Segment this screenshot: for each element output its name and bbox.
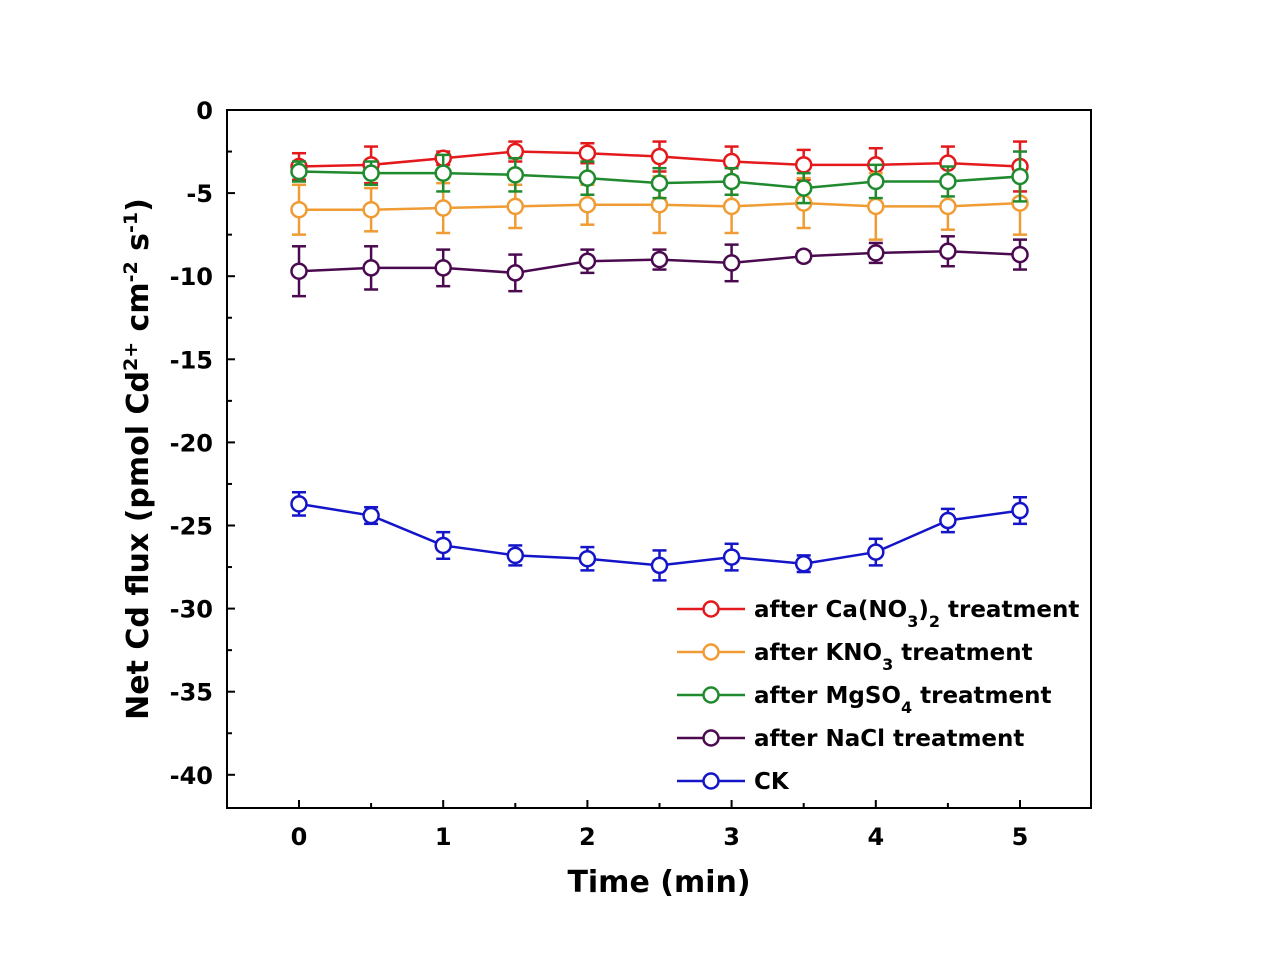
data-point (722, 548, 741, 566)
series-3 (290, 235, 1029, 298)
legend-label: CK (754, 769, 790, 795)
data-point (434, 199, 452, 217)
y-tick-label: -15 (170, 346, 213, 374)
data-point (794, 247, 813, 266)
data-point (867, 197, 885, 216)
x-axis: 0 1 2 3 4 5 (291, 800, 1029, 851)
series-4 (290, 491, 1029, 582)
y-axis-title: Net Cd flux (pmol Cd2+ cm-2 s-1) (120, 198, 156, 720)
legend-item: CK (677, 769, 790, 795)
data-point (578, 144, 597, 162)
data-point (578, 169, 597, 187)
data-point (290, 262, 308, 280)
data-point (1011, 245, 1029, 264)
legend-swatch-marker (702, 729, 720, 747)
data-point (722, 254, 741, 272)
legend-label: after Ca(NO3)2 treatment (754, 597, 1079, 631)
data-point (506, 546, 525, 565)
y-axis: 0 -5 -10 -15 -20 -25 -30 -35 -40 (170, 97, 235, 790)
data-point (362, 164, 380, 182)
data-point (578, 549, 597, 568)
data-point (794, 179, 813, 197)
y-tick-label: 0 (196, 97, 213, 125)
legend-label: after NaCl treatment (754, 726, 1024, 752)
series-2 (290, 150, 1029, 205)
data-point (506, 197, 525, 216)
data-point (362, 200, 380, 219)
data-point (650, 250, 669, 269)
data-point (939, 172, 957, 191)
y-tick-label: -10 (170, 263, 213, 291)
data-point (506, 264, 525, 282)
data-point (1011, 167, 1029, 186)
data-point (867, 244, 885, 262)
data-point (290, 162, 308, 181)
legend-item: after MgSO4 treatment (677, 683, 1052, 717)
x-tick-label: 5 (1012, 823, 1029, 851)
data-point (650, 174, 669, 192)
x-axis-title: Time (min) (567, 865, 750, 900)
y-tick-label: -35 (170, 679, 213, 707)
data-point (1011, 501, 1029, 520)
x-tick-label: 3 (723, 823, 740, 851)
data-point (867, 172, 885, 191)
data-point (939, 242, 957, 261)
legend-item: after Ca(NO3)2 treatment (677, 597, 1079, 631)
legend-swatch-marker (702, 686, 720, 704)
legend-label: after MgSO4 treatment (754, 683, 1052, 717)
y-tick-label: -5 (186, 180, 213, 208)
data-point (722, 172, 741, 191)
data-point (434, 536, 452, 555)
data-point (867, 543, 885, 561)
legend-swatch-marker (702, 643, 720, 661)
data-point (578, 252, 597, 270)
data-point (362, 259, 380, 277)
y-tick-label: -30 (170, 596, 213, 624)
data-point (434, 164, 452, 182)
x-tick-label: 0 (291, 823, 308, 851)
y-tick-label: -20 (170, 429, 213, 457)
data-point (939, 511, 957, 530)
data-point (939, 197, 957, 216)
legend-label: after KNO3 treatment (754, 640, 1033, 674)
legend: after Ca(NO3)2 treatment after KNO3 treat… (677, 597, 1079, 795)
data-point (650, 195, 669, 214)
data-point (290, 495, 308, 513)
x-tick-label: 1 (435, 823, 452, 851)
data-point (506, 142, 525, 161)
y-tick-label: -40 (170, 762, 213, 790)
data-point (794, 554, 813, 573)
data-point (434, 259, 452, 277)
data-point (794, 156, 813, 174)
y-tick-label: -25 (170, 513, 213, 541)
data-point (362, 506, 380, 525)
legend-item: after NaCl treatment (677, 726, 1024, 752)
data-point (578, 195, 597, 214)
x-tick-label: 4 (867, 823, 884, 851)
data-point (650, 147, 669, 166)
data-point (506, 166, 525, 184)
x-tick-label: 2 (579, 823, 596, 851)
data-point (722, 197, 741, 216)
legend-item: after KNO3 treatment (677, 640, 1033, 674)
data-point (722, 152, 741, 171)
data-point (290, 200, 308, 219)
data-point (650, 556, 669, 575)
legend-swatch-marker (702, 600, 720, 618)
legend-swatch-marker (702, 772, 720, 790)
